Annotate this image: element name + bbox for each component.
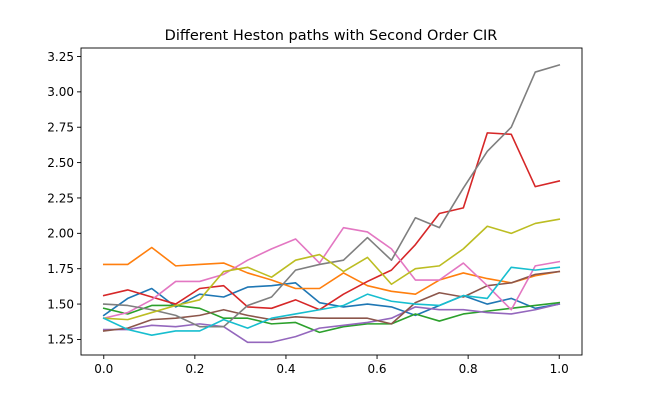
series-line-9 — [102, 218, 561, 321]
y-tick-label: 2.50 — [47, 156, 74, 170]
axes-layer: 0.0 0.2 0.4 0.6 0.8 1.0 1.25 1.50 1.75 2.00 2.25 2.… — [47, 47, 583, 376]
series-line-7 — [102, 226, 561, 320]
x-tick-label: 0.8 — [459, 362, 478, 376]
y-tick-label: 2.75 — [47, 121, 74, 135]
series-line-2 — [102, 246, 561, 295]
y-tick-label: 3.25 — [47, 50, 74, 64]
series-line-4 — [102, 132, 561, 311]
x-tick-label: 1.0 — [550, 362, 569, 376]
y-tick-label: 1.25 — [47, 333, 74, 347]
series-line-10 — [102, 266, 561, 336]
y-tick-label: 2.00 — [47, 227, 74, 241]
y-tick-label: 1.75 — [47, 262, 74, 276]
plot-frame — [80, 47, 583, 356]
x-tick-label: 0.6 — [367, 362, 386, 376]
x-tick-label: 0.4 — [276, 362, 295, 376]
x-tick-label: 0.2 — [185, 362, 204, 376]
series-layer — [102, 63, 561, 344]
y-tick-label: 3.00 — [47, 85, 74, 99]
x-tick-label: 0.0 — [94, 362, 113, 376]
chart-title: Different Heston paths with Second Order… — [165, 28, 498, 44]
series-line-5 — [102, 303, 561, 344]
y-tick-label: 2.25 — [47, 191, 74, 205]
y-tick-label: 1.50 — [47, 297, 74, 311]
